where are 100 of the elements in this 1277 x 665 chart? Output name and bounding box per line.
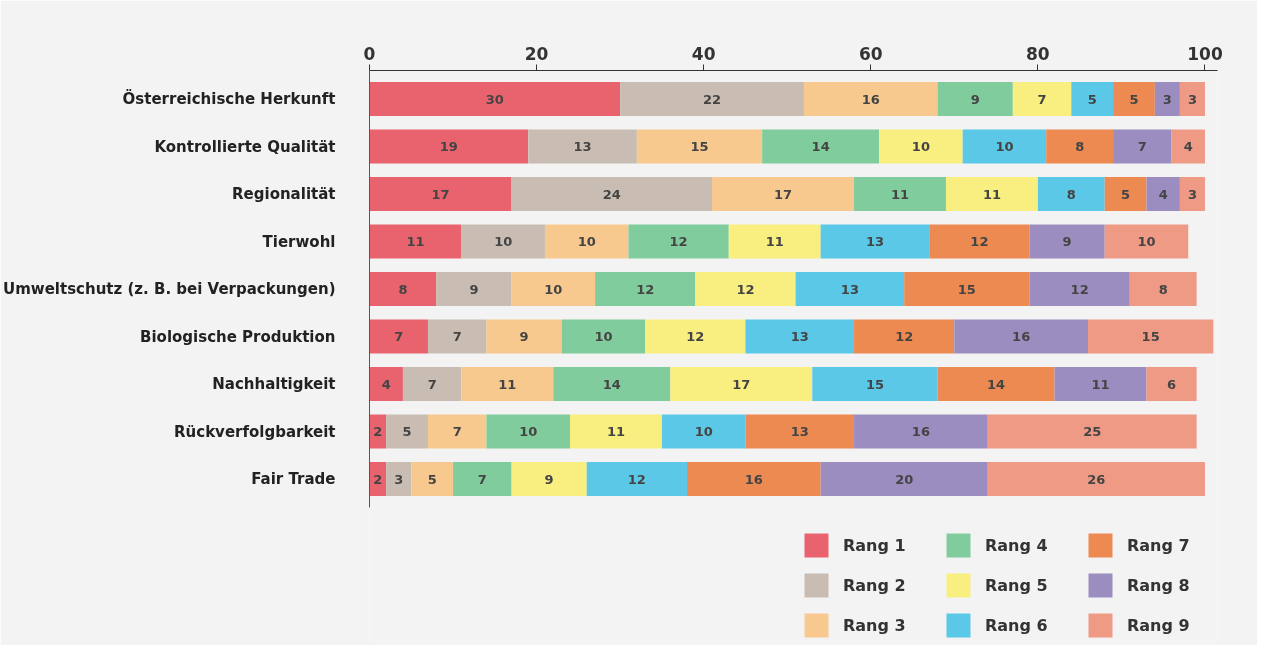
data-label: 9 bbox=[469, 281, 479, 297]
bar bbox=[1171, 129, 1205, 164]
bar bbox=[954, 319, 1088, 354]
bar bbox=[436, 271, 512, 307]
data-label: 7 bbox=[452, 424, 462, 439]
bar bbox=[461, 224, 545, 259]
bar bbox=[544, 224, 629, 259]
legend-label: Rang 4 bbox=[985, 535, 1049, 555]
bar bbox=[962, 129, 1047, 164]
bar bbox=[854, 176, 946, 212]
y-tick-label: Biologische Produktion bbox=[140, 327, 336, 346]
data-label: 15 bbox=[690, 139, 709, 154]
data-label: 19 bbox=[439, 139, 458, 154]
x-tick-label: 20 bbox=[524, 43, 549, 64]
bar bbox=[745, 319, 855, 354]
data-label: 26 bbox=[1087, 471, 1106, 487]
data-label: 14 bbox=[602, 376, 621, 392]
y-tick-label: Fair Trade bbox=[251, 470, 336, 488]
bar bbox=[1146, 176, 1180, 212]
bar bbox=[645, 319, 746, 354]
legend-label: Rang 1 bbox=[843, 535, 907, 555]
bar bbox=[945, 176, 1038, 212]
data-label: 22 bbox=[703, 91, 722, 107]
x-tick-label: 100 bbox=[1187, 43, 1223, 64]
data-label: 17 bbox=[774, 186, 793, 202]
data-label: 11 bbox=[606, 424, 626, 439]
data-label: 17 bbox=[732, 376, 751, 392]
y-tick-label: Kontrollierte Qualität bbox=[154, 137, 336, 156]
data-label: 8 bbox=[1158, 281, 1168, 297]
data-label: 10 bbox=[519, 424, 538, 439]
bar bbox=[803, 81, 938, 117]
data-label: 7 bbox=[477, 471, 487, 487]
data-label: 3 bbox=[1187, 186, 1197, 202]
data-label: 6 bbox=[1167, 376, 1177, 392]
data-label: 12 bbox=[636, 281, 655, 297]
bar bbox=[1146, 366, 1197, 402]
bar bbox=[904, 271, 1030, 307]
bar bbox=[528, 129, 637, 164]
y-tick-label: Österreichische Herkunft bbox=[122, 89, 336, 108]
bar bbox=[686, 461, 821, 497]
bar bbox=[929, 224, 1030, 259]
data-label: 10 bbox=[494, 234, 513, 249]
data-label: 10 bbox=[594, 329, 613, 344]
data-label: 10 bbox=[544, 281, 563, 297]
data-label: 16 bbox=[911, 424, 930, 439]
bar bbox=[1179, 176, 1205, 212]
data-label: 13 bbox=[790, 329, 809, 344]
data-label: 9 bbox=[1062, 234, 1072, 249]
data-label: 11 bbox=[890, 186, 910, 202]
bar bbox=[402, 366, 462, 402]
bar bbox=[369, 81, 621, 117]
bar bbox=[1029, 271, 1130, 307]
legend-label: Rang 7 bbox=[1127, 535, 1191, 555]
bar bbox=[386, 461, 412, 497]
bar bbox=[820, 224, 930, 259]
bar bbox=[1154, 81, 1180, 117]
data-label: 10 bbox=[694, 424, 713, 439]
bar bbox=[511, 271, 596, 307]
data-label: 15 bbox=[1141, 329, 1160, 344]
data-label: 7 bbox=[1137, 139, 1147, 154]
data-label: 12 bbox=[895, 329, 914, 344]
bar bbox=[486, 414, 571, 449]
data-label: 5 bbox=[427, 471, 437, 487]
data-label: 17 bbox=[431, 186, 450, 202]
data-label: 12 bbox=[736, 281, 755, 297]
bar bbox=[854, 319, 955, 354]
data-label: 4 bbox=[1158, 186, 1168, 202]
data-label: 13 bbox=[790, 424, 809, 439]
data-label: 14 bbox=[811, 139, 830, 154]
data-label: 15 bbox=[957, 281, 976, 297]
data-label: 24 bbox=[602, 186, 621, 202]
bar bbox=[820, 461, 988, 497]
bar bbox=[795, 271, 905, 307]
data-label: 11 bbox=[498, 376, 517, 392]
data-label: 11 bbox=[1091, 376, 1110, 392]
bar bbox=[661, 414, 746, 449]
bar bbox=[1179, 81, 1205, 117]
data-label: 5 bbox=[1087, 91, 1097, 107]
bar bbox=[570, 414, 662, 449]
x-tick-label: 40 bbox=[691, 43, 716, 64]
bar bbox=[1054, 366, 1147, 402]
data-label: 12 bbox=[627, 471, 646, 487]
data-label: 2 bbox=[373, 424, 383, 439]
data-label: 8 bbox=[398, 281, 408, 297]
bar bbox=[1029, 224, 1105, 259]
data-label: 10 bbox=[911, 139, 930, 154]
data-label: 12 bbox=[669, 234, 688, 249]
bar bbox=[369, 129, 529, 164]
data-label: 5 bbox=[1121, 186, 1131, 202]
data-label: 7 bbox=[427, 376, 437, 392]
data-label: 5 bbox=[402, 424, 412, 439]
bar bbox=[486, 319, 562, 354]
legend-label: Rang 9 bbox=[1127, 615, 1191, 635]
bar bbox=[386, 414, 428, 449]
bar bbox=[369, 366, 403, 402]
bar bbox=[745, 414, 855, 449]
bar bbox=[1088, 319, 1214, 354]
data-label: 8 bbox=[1066, 186, 1076, 202]
bar bbox=[369, 319, 428, 354]
data-label: 5 bbox=[1129, 91, 1139, 107]
